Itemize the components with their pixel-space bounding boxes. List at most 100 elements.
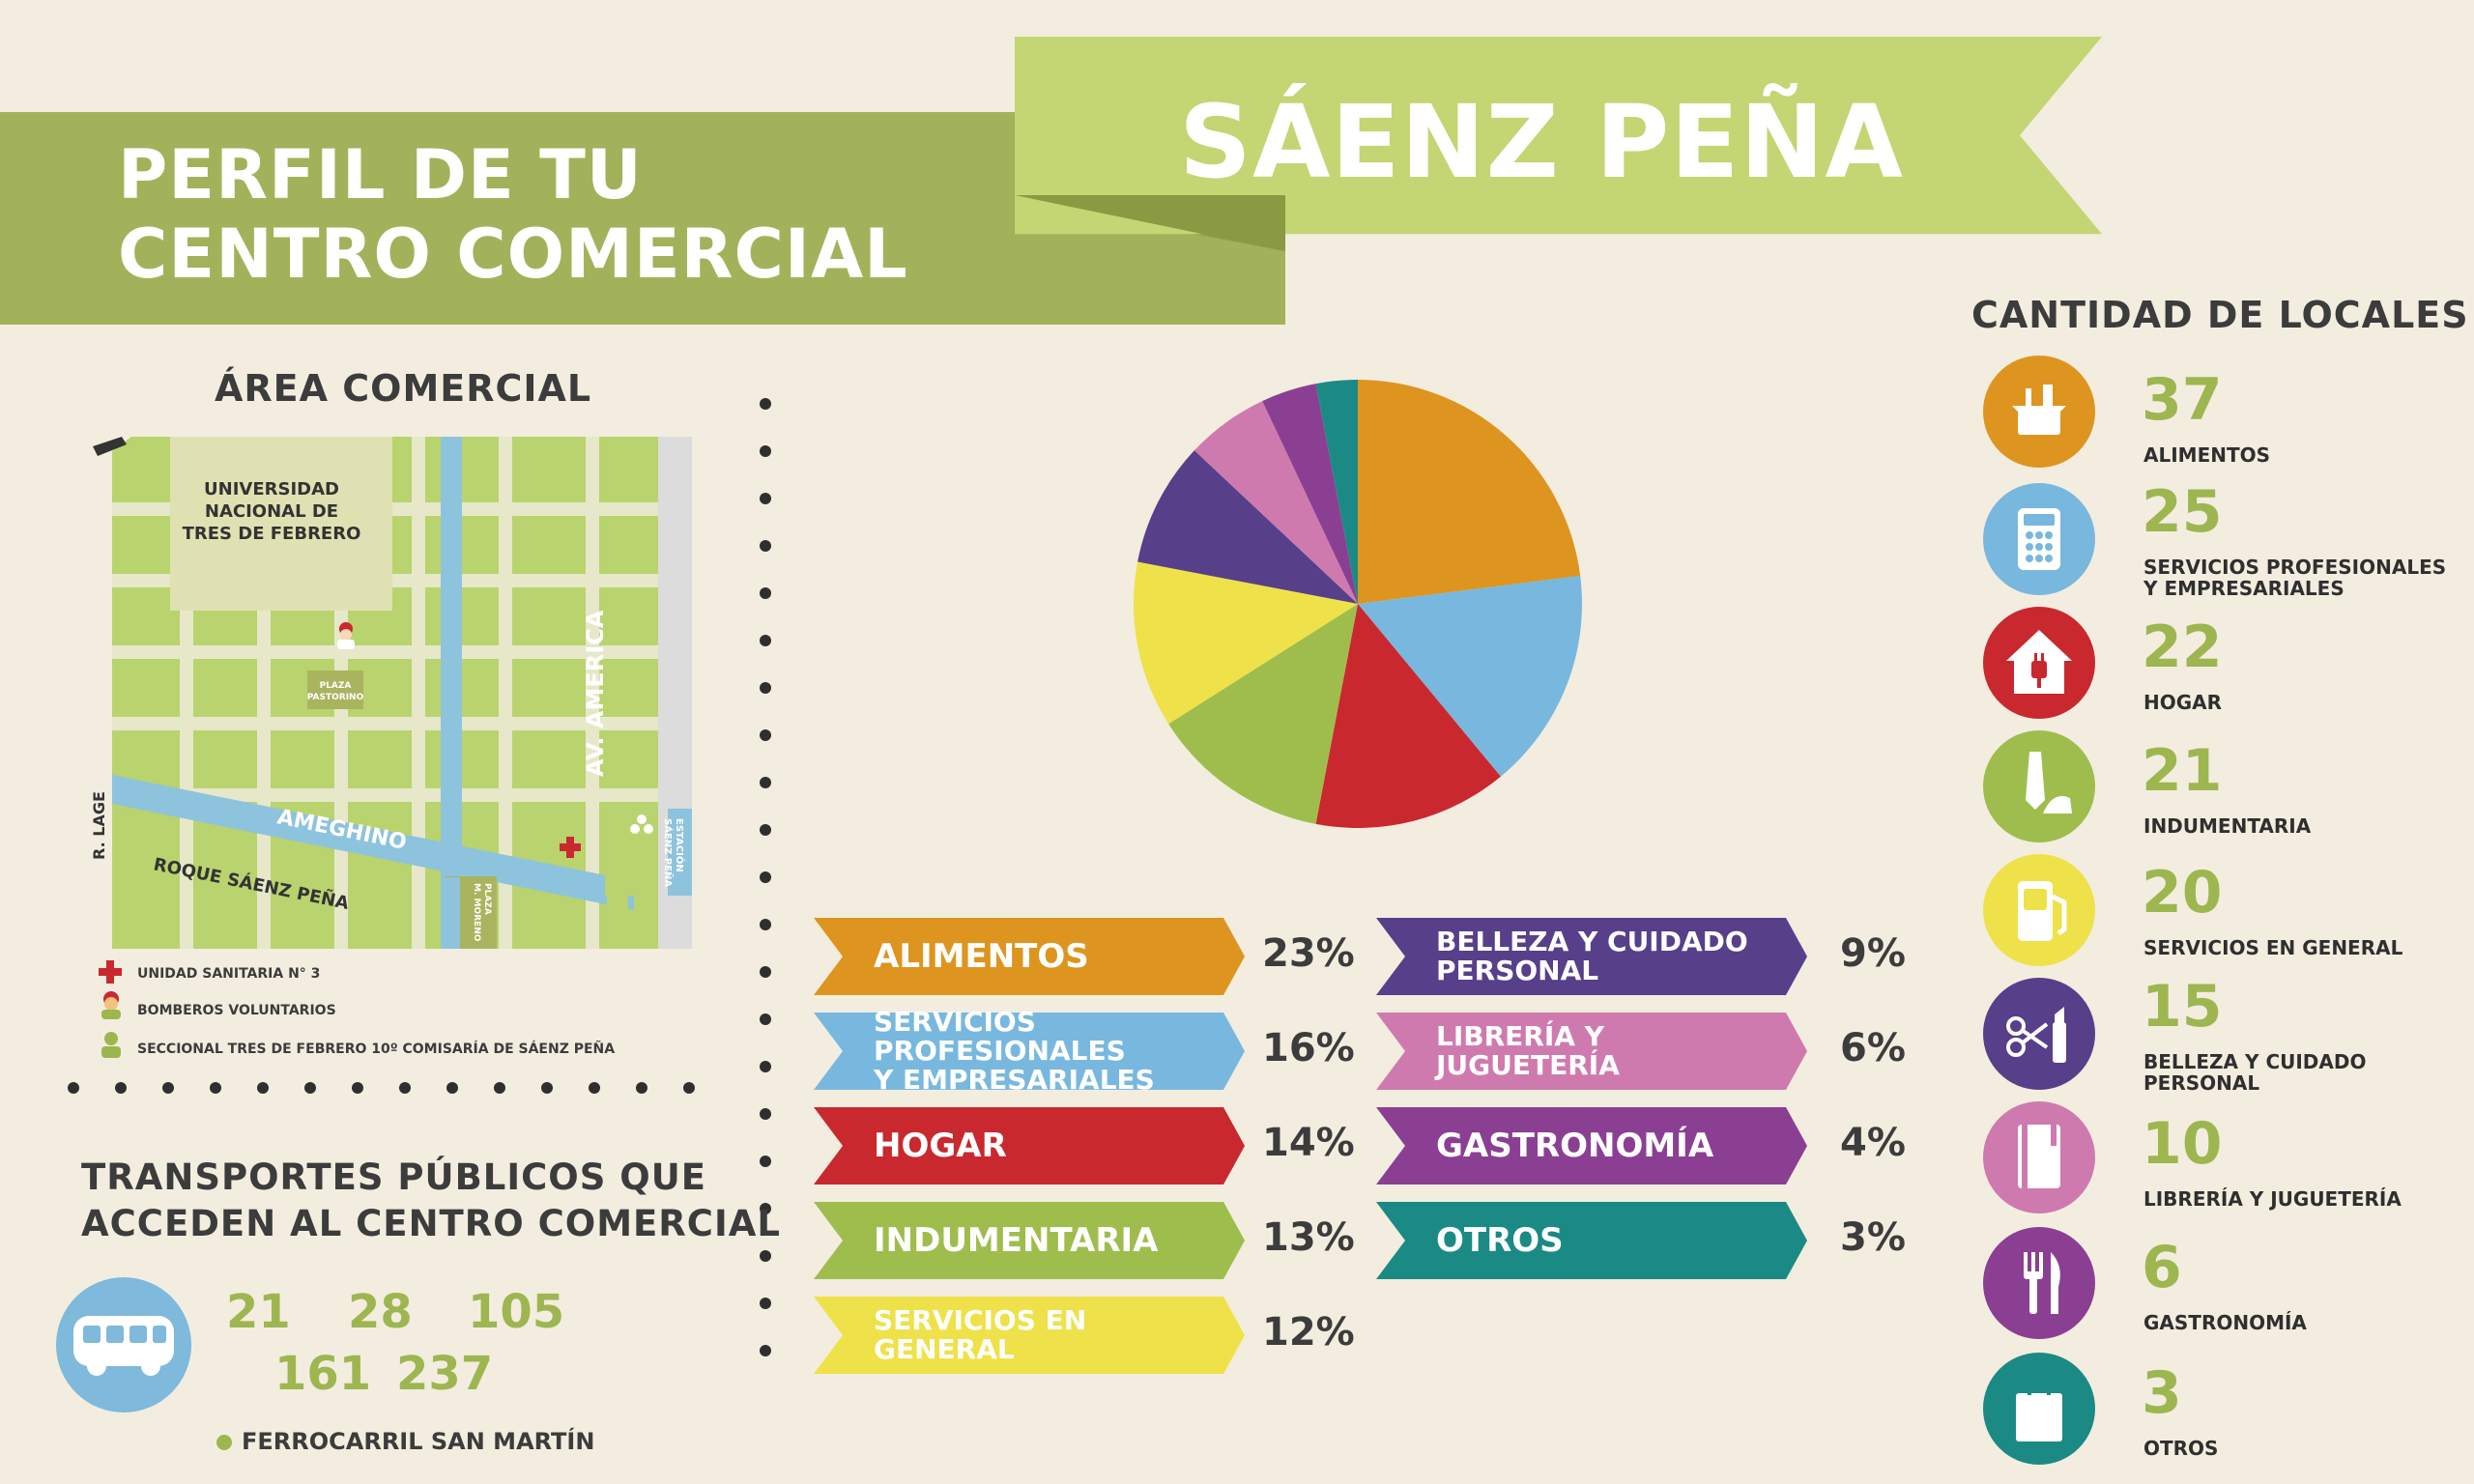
legend-tag: BELLEZA Y CUIDADO PERSONAL xyxy=(1376,918,1807,995)
count-label: SERVICIOS EN GENERAL xyxy=(2143,936,2403,959)
area-title: ÁREA COMERCIAL xyxy=(215,367,592,410)
rail-label: FERROCARRIL SAN MARTÍN xyxy=(242,1428,595,1455)
fuel-pump-icon xyxy=(1983,854,2095,966)
map-label-estacion-2: SÁENZ PEÑA xyxy=(662,818,675,887)
pie-slice-belleza-y-cuidado-personal xyxy=(1137,450,1358,604)
map-label-university-3: TRES DE FEBRERO xyxy=(183,524,361,544)
tie-heel-icon xyxy=(1983,730,2095,842)
firefighter-icon xyxy=(337,622,355,649)
police-icon xyxy=(101,1032,121,1058)
route-237: 237 xyxy=(396,1347,494,1401)
legend-percent: 6% xyxy=(1840,1026,1906,1070)
legend-label: SECCIONAL TRES DE FEBRERO 10º COMISARÍA … xyxy=(137,1042,616,1057)
firefighter-icon xyxy=(101,991,121,1019)
calculator-icon xyxy=(1983,483,2095,595)
distribution-pie-chart xyxy=(1134,380,1582,828)
notebook-icon xyxy=(1983,1101,2095,1213)
route-161: 161 xyxy=(274,1347,372,1401)
ameghino-road xyxy=(112,775,634,910)
map-label-plaza-moreno-2: M. MORENO xyxy=(472,883,481,942)
count-label: OTROS xyxy=(2143,1437,2219,1460)
legend-tag: ALIMENTOS xyxy=(814,918,1245,995)
legend-percent: 23% xyxy=(1262,931,1355,976)
count-label: ALIMENTOS xyxy=(2143,443,2271,467)
count-number: 21 xyxy=(2142,737,2223,805)
name-ribbon xyxy=(1015,37,2102,251)
route-28: 28 xyxy=(348,1285,413,1339)
legend-tag-label: INDUMENTARIA xyxy=(874,1221,1159,1260)
pie-slice-servicios-profesionales-y-empresariales xyxy=(1358,575,1582,777)
bus-icon xyxy=(56,1277,191,1413)
title-line-2: CENTRO COMERCIAL xyxy=(118,214,908,294)
counts-title: CANTIDAD DE LOCALES xyxy=(1971,294,2469,336)
legend-tag-label: LIBRERÍA Y JUGUETERÍA xyxy=(1436,1020,1620,1081)
legend-tag-label: OTROS xyxy=(1436,1221,1564,1260)
legend-percent: 14% xyxy=(1262,1121,1355,1165)
page-title: PERFIL DE TU CENTRO COMERCIAL xyxy=(118,135,908,294)
pie-slice-servicios-en-general xyxy=(1134,561,1358,725)
count-label: LIBRERÍA Y JUGUETERÍA xyxy=(2143,1187,2402,1211)
count-label: GASTRONOMÍA xyxy=(2143,1311,2307,1334)
count-number: 15 xyxy=(2142,973,2223,1041)
center-name: SÁENZ PEÑA xyxy=(1179,83,1904,201)
legend-percent: 9% xyxy=(1840,931,1906,976)
count-number: 20 xyxy=(2142,859,2223,927)
legend-tag-label: GASTRONOMÍA xyxy=(1436,1127,1714,1165)
horizontal-dotted-divider xyxy=(68,1082,695,1094)
transport-title: TRANSPORTES PÚBLICOS QUE ACCEDEN AL CENT… xyxy=(81,1155,781,1247)
legend-tag: GASTRONOMÍA xyxy=(1376,1107,1807,1184)
count-label: INDUMENTARIA xyxy=(2143,814,2312,838)
pie-slice-indumentaria xyxy=(1168,604,1358,824)
legend-tag: SERVICIOS EN GENERAL xyxy=(814,1297,1245,1374)
pie-slice-librería-y-juguetería xyxy=(1194,401,1358,604)
legend-percent: 16% xyxy=(1262,1026,1355,1070)
pie-slice-alimentos xyxy=(1358,380,1581,604)
legend-tag: OTROS xyxy=(1376,1202,1807,1279)
count-number: 10 xyxy=(2142,1110,2223,1178)
grocery-basket-icon xyxy=(1983,356,2095,468)
legend-tag: INDUMENTARIA xyxy=(814,1202,1245,1279)
map-label-university-1: UNIVERSIDAD xyxy=(204,479,339,499)
red-cross-icon xyxy=(99,960,122,984)
area-map: UNIVERSIDAD NACIONAL DE TRES DE FEBRERO … xyxy=(93,437,692,949)
count-number: 37 xyxy=(2142,366,2223,434)
count-label: SERVICIOS PROFESIONALES Y EMPRESARIALES xyxy=(2143,556,2447,600)
count-number: 6 xyxy=(2142,1234,2182,1301)
legend-tag-label: SERVICIOS PROFESIONALES Y EMPRESARIALES xyxy=(874,1006,1155,1096)
legend-tag-label: ALIMENTOS xyxy=(874,937,1089,976)
vertical-dotted-divider xyxy=(760,398,771,1356)
map-label-plaza-moreno-1: PLAZA xyxy=(482,883,492,915)
legend-tag: LIBRERÍA Y JUGUETERÍA xyxy=(1376,1013,1807,1090)
map-label-university-2: NACIONAL DE xyxy=(205,501,338,522)
pie-slice-gastronomía xyxy=(1262,384,1358,604)
count-label: BELLEZA Y CUIDADO PERSONAL xyxy=(2143,1050,2367,1095)
map-label-r-lage: R. LAGE xyxy=(93,791,108,860)
map-legend: UNIDAD SANITARIA N° 3 BOMBEROS VOLUNTARI… xyxy=(97,958,715,1065)
shopping-bag-icon xyxy=(1983,1353,2095,1465)
rail-bullet xyxy=(216,1435,232,1450)
university-block xyxy=(170,437,392,611)
count-number: 22 xyxy=(2142,614,2223,681)
scissors-lipstick-icon xyxy=(1983,978,2095,1090)
route-21: 21 xyxy=(226,1285,291,1339)
fork-knife-icon xyxy=(1983,1227,2095,1339)
legend-percent: 3% xyxy=(1840,1215,1906,1260)
title-line-1: PERFIL DE TU xyxy=(118,135,643,214)
house-plug-icon xyxy=(1983,607,2095,719)
map-label-plaza-pastorino-2: PASTORINO xyxy=(307,693,364,702)
count-number: 3 xyxy=(2142,1359,2182,1427)
map-label-av-america: AV. AMERICA xyxy=(582,610,609,777)
count-label: HOGAR xyxy=(2143,691,2223,714)
pie-slice-otros xyxy=(1315,380,1358,604)
map-label-plaza-pastorino-1: PLAZA xyxy=(320,681,352,691)
legend-label: UNIDAD SANITARIA N° 3 xyxy=(137,966,321,982)
police-icon xyxy=(630,814,653,834)
red-cross-icon xyxy=(560,837,581,858)
legend-percent: 13% xyxy=(1262,1215,1355,1260)
route-105: 105 xyxy=(468,1285,565,1339)
legend-tag-label: HOGAR xyxy=(874,1127,1007,1165)
count-number: 25 xyxy=(2142,478,2223,546)
legend-tag: SERVICIOS PROFESIONALES Y EMPRESARIALES xyxy=(814,1006,1245,1096)
legend-percent: 12% xyxy=(1262,1310,1355,1355)
legend-tag: HOGAR xyxy=(814,1107,1245,1184)
